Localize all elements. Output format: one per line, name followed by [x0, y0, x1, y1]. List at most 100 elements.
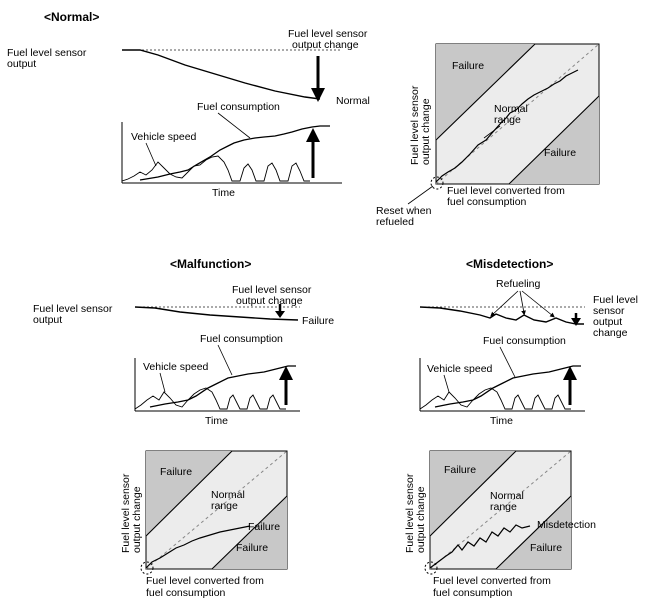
refueling-pointer-2: [519, 290, 526, 316]
section-title-malfunction: <Malfunction>: [170, 257, 251, 271]
reset-marker: [424, 561, 438, 575]
misdetection-time-chart: Refueling Fuel level sensor output chang…: [419, 278, 638, 427]
vehicle-speed-curve: [134, 387, 286, 410]
misdetection-label: Misdetection: [537, 519, 596, 531]
output-change-label: Fuel level: [593, 294, 638, 306]
normal-range-label: Normal: [490, 490, 524, 502]
upper-threshold: [429, 450, 517, 537]
output-change-label: Fuel level sensor: [232, 284, 312, 296]
map-x-label-2: fuel consumption: [447, 196, 527, 208]
reset-leader: [407, 185, 434, 205]
refueling-label: Refueling: [496, 278, 541, 290]
normal-label: Normal: [336, 95, 370, 107]
normal-range-label-2: range: [490, 501, 517, 513]
upper-threshold: [435, 43, 536, 141]
time-label: Time: [212, 187, 235, 199]
failure-label-lower: Failure: [530, 542, 562, 554]
normal-map-chart: Failure Failure Normal range Fuel level …: [376, 43, 600, 228]
sensor-output-curve: [122, 49, 321, 100]
fuel-consumption-label: Fuel consumption: [483, 335, 566, 347]
failure-label-lower: Failure: [236, 542, 268, 554]
fuel-consumption-curve: [139, 125, 330, 181]
lower-threshold: [508, 95, 600, 185]
failure-label-upper: Failure: [452, 60, 484, 72]
normal-range-label: Normal: [211, 489, 245, 501]
misdetection-trajectory: [429, 524, 531, 569]
fuel-consumption-label: Fuel consumption: [197, 101, 280, 113]
fuel-consumption-curve: [434, 365, 581, 408]
consumption-arrow-head: [279, 366, 293, 380]
map-y-label-2: output change: [131, 486, 143, 553]
output-change-label-2: sensor: [593, 305, 625, 317]
reset-marker: [430, 176, 444, 190]
fuel-consumption-leader: [217, 112, 251, 139]
map-y-label: Fuel level sensor: [404, 473, 416, 553]
reset-label: Reset when: [376, 205, 432, 217]
failure-label-lower: Failure: [544, 147, 576, 159]
output-change-arrow-head: [571, 318, 581, 326]
map-x-label-2: fuel consumption: [433, 587, 513, 599]
output-change-label-4: change: [593, 327, 628, 339]
failure-label-trajectory: Failure: [248, 521, 280, 533]
sensor-output-label: Fuel level sensor: [7, 47, 87, 59]
upper-threshold: [145, 450, 233, 537]
output-change-arrow-head: [275, 311, 285, 318]
vehicle-speed-label: Vehicle speed: [143, 361, 209, 373]
sensor-output-label: Fuel level sensor: [33, 303, 113, 315]
vehicle-speed-label: Vehicle speed: [427, 363, 493, 375]
lower-threshold: [495, 495, 572, 570]
sensor-output-label-2: output: [33, 314, 62, 326]
output-change-label: Fuel level sensor: [288, 28, 368, 40]
map-x-label-2: fuel consumption: [146, 587, 226, 599]
map-x-label: Fuel level converted from: [146, 575, 264, 587]
output-change-label-2: output change: [292, 39, 359, 51]
failure-label-upper: Failure: [160, 466, 192, 478]
consumption-arrow-head: [306, 128, 320, 142]
map-x-label: Fuel level converted from: [433, 575, 551, 587]
failure-label: Failure: [302, 315, 334, 327]
output-change-label-3: output: [593, 316, 622, 328]
reference-diagonal: [145, 450, 288, 570]
normal-range-label-2: range: [494, 114, 521, 126]
fuel-consumption-curve: [149, 365, 296, 408]
output-change-arrow-head: [311, 88, 325, 102]
output-change-label-2: output change: [236, 295, 303, 307]
normal-time-chart: Fuel level sensor output Normal Fuel lev…: [7, 28, 370, 199]
fuel-consumption-label: Fuel consumption: [200, 333, 283, 345]
time-label: Time: [205, 415, 228, 427]
reset-label-2: refueled: [376, 216, 414, 228]
vehicle-speed-leader: [159, 372, 166, 393]
malfunction-time-chart: Fuel level sensor output Failure Fuel le…: [33, 284, 334, 427]
refueling-pointer-1: [490, 290, 519, 317]
section-title-misdetection: <Misdetection>: [466, 257, 553, 271]
refueling-pointer-3: [521, 290, 555, 318]
time-label: Time: [490, 415, 513, 427]
malfunction-trajectory: [145, 525, 251, 569]
vehicle-speed-leader: [145, 142, 157, 167]
failure-label-upper: Failure: [444, 464, 476, 476]
fuel-consumption-leader: [499, 346, 516, 378]
vehicle-speed-curve: [121, 155, 310, 182]
lower-threshold: [211, 495, 288, 570]
fuel-consumption-leader: [217, 344, 233, 376]
map-y-label: Fuel level sensor: [120, 473, 132, 553]
sensor-output-curve: [419, 306, 584, 325]
normal-trajectory: [435, 69, 579, 183]
misdetection-map-chart: Failure Failure Misdetection Normal rang…: [404, 450, 596, 599]
map-y-label: Fuel level sensor: [409, 85, 421, 165]
map-y-label-2: output change: [420, 98, 432, 165]
normal-range-label: Normal: [494, 103, 528, 115]
reset-marker: [140, 561, 154, 575]
section-title-normal: <Normal>: [44, 10, 99, 24]
vehicle-speed-leader: [443, 374, 450, 393]
sensor-output-label-2: output: [7, 58, 36, 70]
vehicle-speed-curve: [419, 387, 571, 410]
normal-range-leader: [483, 125, 501, 139]
vehicle-speed-label: Vehicle speed: [131, 131, 197, 143]
malfunction-map-chart: Failure Failure Failure Normal range Fue…: [120, 450, 288, 599]
sensor-output-curve: [134, 306, 299, 321]
map-y-label-2: output change: [415, 486, 427, 553]
consumption-arrow-head: [563, 366, 577, 380]
normal-range-label-2: range: [211, 500, 238, 512]
